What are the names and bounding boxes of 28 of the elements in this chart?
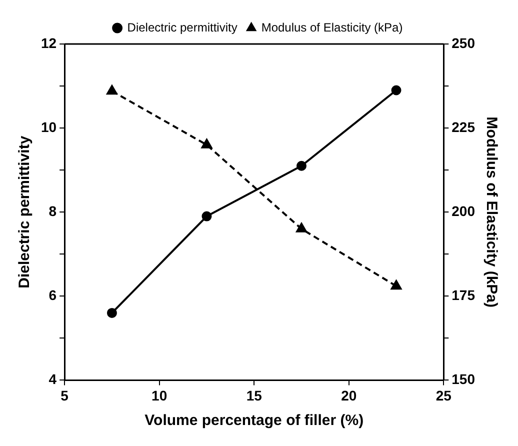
y-tick-label: 12 <box>40 34 57 51</box>
y2-tick-label: 225 <box>452 118 476 135</box>
point <box>296 222 307 232</box>
point <box>391 85 402 96</box>
y2-tick-label: 175 <box>452 287 476 304</box>
x-tick-label: 20 <box>341 387 357 404</box>
y-axis-title: Dielectric permittivity <box>16 135 34 288</box>
x-tick-label: 15 <box>246 387 262 404</box>
x-axis-title: Volume percentage of filler (%) <box>144 412 364 430</box>
y-tick-label: 4 <box>48 371 57 388</box>
legend-label: Modulus of Elasticity (kPa) <box>261 20 403 34</box>
x-tick-label: 25 <box>436 387 452 404</box>
y-tick-label: 10 <box>40 118 57 135</box>
x-tick-label: 5 <box>60 387 69 404</box>
point <box>390 280 402 290</box>
y2-tick-label: 200 <box>452 202 476 219</box>
legend-label: Dielectric permittivity <box>127 20 238 34</box>
y-tick-label: 8 <box>48 202 57 219</box>
point <box>202 211 212 222</box>
point <box>201 138 212 148</box>
point <box>106 308 117 318</box>
y2-axis-title: Modulus of Elasticity (kPa) <box>482 116 500 308</box>
y2-tick-label: 250 <box>452 34 476 51</box>
point <box>106 85 118 95</box>
point <box>296 160 306 171</box>
y-tick-label: 6 <box>48 287 57 304</box>
x-tick-label: 10 <box>152 387 168 404</box>
y2-tick-label: 150 <box>452 371 476 388</box>
